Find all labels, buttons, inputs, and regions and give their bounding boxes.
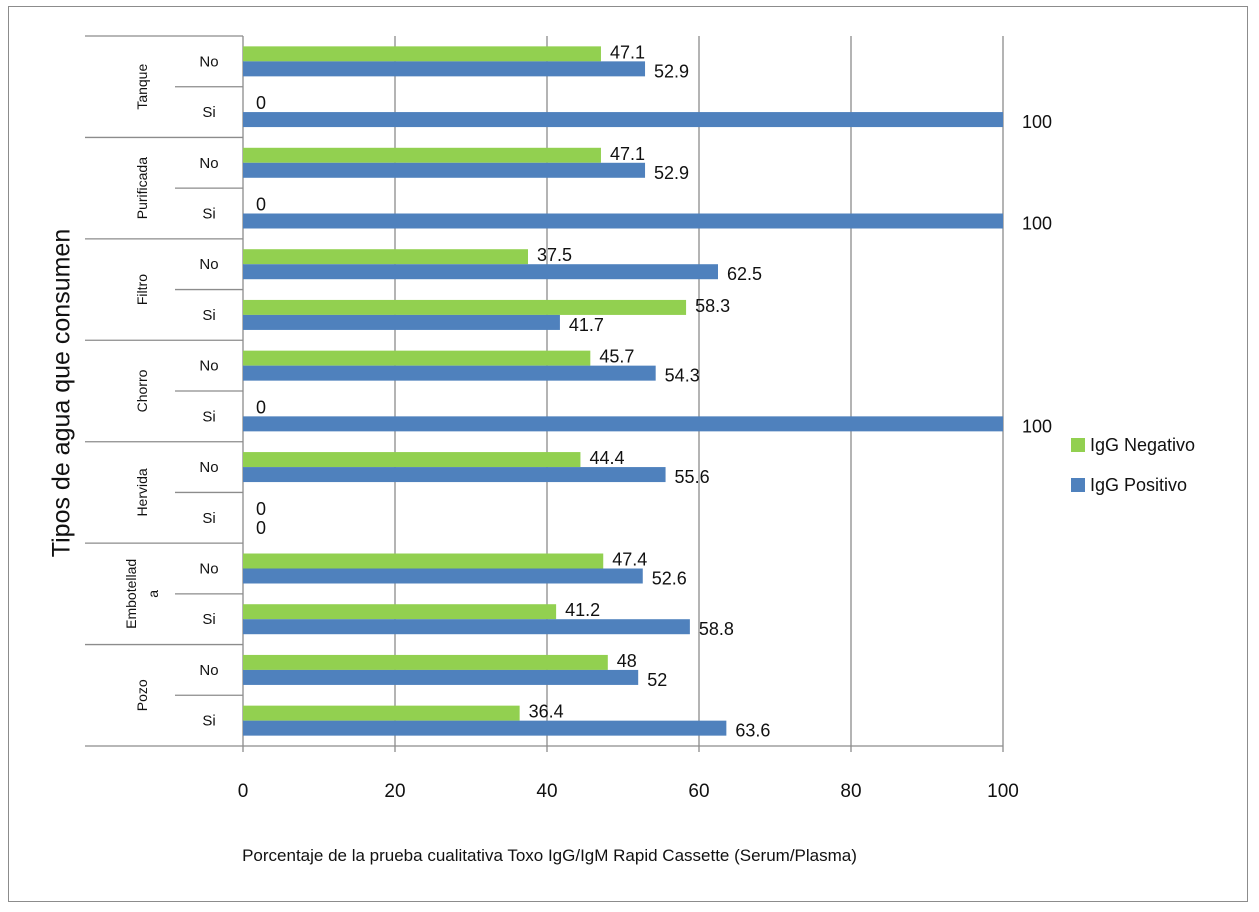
group-label: Purificada (134, 157, 150, 219)
category-label: No (199, 358, 218, 375)
data-label: 0 (256, 518, 266, 538)
category-label: No (199, 662, 218, 679)
data-label: 52.9 (654, 61, 689, 81)
data-label: 100 (1022, 112, 1052, 132)
data-label: 41.7 (569, 315, 604, 335)
group-label: Pozo (134, 679, 150, 711)
group-label-line: Filtro (134, 274, 150, 305)
data-label: 58.8 (699, 619, 734, 639)
bar-igg-positivo (243, 365, 656, 381)
group-label-line: Pozo (134, 679, 150, 711)
bar-igg-positivo (243, 720, 727, 736)
y-axis-title: Tipos de agua que consumen (47, 228, 76, 558)
category-label: Si (202, 713, 215, 730)
group-label-line: Chorro (134, 369, 150, 412)
category-label: No (199, 561, 218, 578)
x-tick-label: 40 (536, 781, 557, 802)
legend-item-positivo: IgG Positivo (1071, 465, 1195, 505)
x-tick-label: 80 (840, 781, 861, 802)
chart-frame (8, 6, 1248, 902)
bar-igg-positivo (243, 61, 646, 77)
legend: IgG Negativo IgG Positivo (1071, 425, 1195, 505)
bar-igg-positivo (243, 568, 643, 584)
data-label: 47.1 (610, 144, 645, 164)
bar-igg-negativo (243, 553, 604, 569)
data-label: 47.1 (610, 42, 645, 62)
data-label: 0 (256, 93, 266, 113)
legend-swatch-positivo (1071, 478, 1085, 492)
category-label: No (199, 459, 218, 476)
x-tick-label: 0 (238, 781, 249, 802)
category-label: Si (202, 611, 215, 628)
data-label: 52 (647, 670, 667, 690)
bar-igg-negativo (243, 299, 687, 315)
bar-igg-negativo (243, 705, 520, 721)
bar-igg-positivo (243, 112, 1003, 128)
bar-igg-positivo (243, 314, 560, 330)
x-tick-label: 100 (987, 781, 1019, 802)
bar-igg-positivo (243, 619, 690, 635)
group-label: Embotellad a (123, 559, 161, 629)
data-label: 63.6 (735, 721, 770, 741)
bar-igg-negativo (243, 147, 601, 163)
bar-igg-positivo (243, 264, 718, 280)
bar-igg-negativo (243, 654, 608, 670)
category-label: Si (202, 307, 215, 324)
bar-igg-negativo (243, 452, 581, 468)
data-label: 0 (256, 195, 266, 215)
group-label: Hervida (134, 468, 150, 516)
legend-label-positivo: IgG Positivo (1090, 474, 1188, 495)
group-label-line: Tanque (134, 64, 150, 110)
data-label: 52.9 (654, 163, 689, 183)
category-label: Si (202, 206, 215, 223)
bar-igg-positivo (243, 213, 1003, 229)
data-label: 45.7 (599, 347, 634, 367)
group-label-line: Hervida (134, 468, 150, 516)
category-label: Si (202, 408, 215, 425)
data-label: 37.5 (537, 245, 572, 265)
x-axis-title: Porcentaje de la prueba cualitativa Toxo… (242, 846, 857, 865)
x-tick-label: 20 (384, 781, 405, 802)
data-label: 36.4 (529, 702, 564, 722)
bar-igg-negativo (243, 249, 528, 265)
data-label: 44.4 (589, 448, 624, 468)
data-label: 58.3 (695, 296, 730, 316)
bar-igg-positivo (243, 162, 646, 178)
data-label: 55.6 (675, 467, 710, 487)
category-label: Si (202, 510, 215, 527)
data-label: 62.5 (727, 264, 762, 284)
data-label: 100 (1022, 214, 1052, 234)
category-label: No (199, 155, 218, 172)
category-label: No (199, 256, 218, 273)
data-label: 47.4 (612, 550, 647, 570)
bar-igg-negativo (243, 350, 591, 366)
data-label: 41.2 (565, 600, 600, 620)
data-label: 48 (617, 651, 637, 671)
data-label: 100 (1022, 416, 1052, 436)
group-label-line: Purificada (134, 157, 150, 219)
bar-igg-negativo (243, 604, 557, 620)
legend-swatch-negativo (1071, 438, 1085, 452)
data-label: 54.3 (665, 366, 700, 386)
data-label: 52.6 (652, 569, 687, 589)
bar-igg-positivo (243, 669, 639, 685)
bar-igg-negativo (243, 46, 601, 62)
x-tick-label: 60 (688, 781, 709, 802)
legend-label-negativo: IgG Negativo (1090, 434, 1196, 455)
bar-igg-positivo (243, 467, 666, 483)
data-label: 0 (256, 397, 266, 417)
group-label-line: a (145, 590, 161, 598)
category-label: No (199, 53, 218, 70)
group-label-line: Embotellad (123, 559, 139, 629)
group-label: Chorro (134, 369, 150, 412)
legend-item-negativo: IgG Negativo (1071, 425, 1195, 465)
bar-igg-positivo (243, 416, 1003, 432)
group-label: Filtro (134, 274, 150, 305)
group-label: Tanque (134, 64, 150, 110)
category-label: Si (202, 104, 215, 121)
data-label: 0 (256, 499, 266, 519)
